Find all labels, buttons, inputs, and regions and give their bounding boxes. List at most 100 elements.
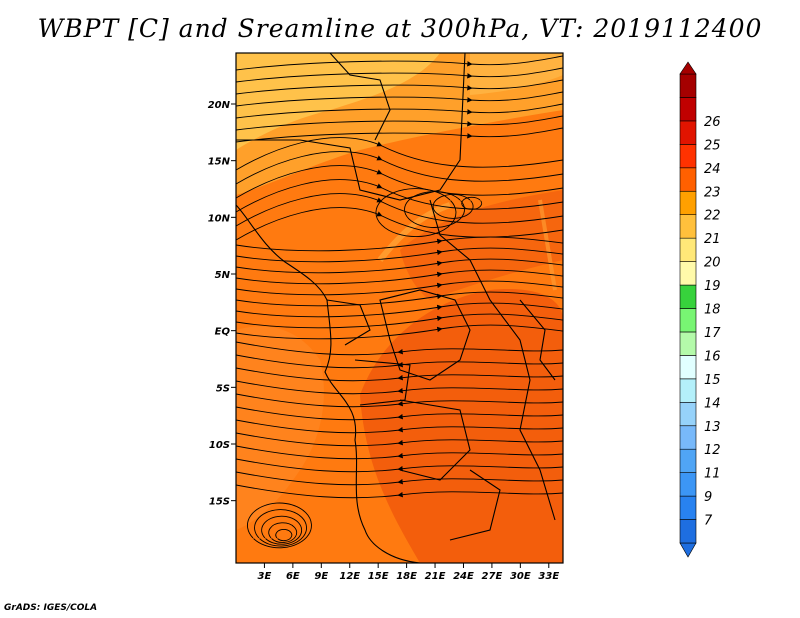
lat-tick-label: 15N <box>208 157 231 168</box>
colorbar-swatch <box>679 401 697 427</box>
streamline <box>236 393 563 408</box>
map-panel <box>236 53 563 563</box>
longitude-axis: 3E 6E 9E 12E 15E 18E 21E 24E 27E 30E 33E <box>258 563 559 582</box>
lat-tick-label: 10S <box>209 440 230 451</box>
coastlines-borders <box>236 53 556 563</box>
colorbar-swatch <box>679 214 697 239</box>
lon-tick-label: 33E <box>538 571 559 582</box>
lon-tick-label: 6E <box>286 571 300 582</box>
streamline <box>236 55 563 71</box>
colorbar-swatch <box>679 448 697 473</box>
colorbar: 7 9 11 12 13 14 15 16 17 18 19 20 21 22 23 24 25 26 <box>679 61 721 558</box>
streamline <box>236 445 563 460</box>
streamline <box>236 103 563 119</box>
colorbar-label: 19 <box>704 279 721 294</box>
colorbar-min-arrow <box>679 542 697 558</box>
streamline <box>236 165 563 199</box>
lat-tick-label: 5N <box>215 270 231 281</box>
streamline <box>275 529 293 542</box>
streamline <box>261 515 303 545</box>
streamline <box>375 188 457 238</box>
streamline <box>236 406 563 421</box>
streamline <box>236 432 563 447</box>
lat-tick-label: 5S <box>216 383 230 394</box>
streamline <box>236 367 563 382</box>
colorbar-swatch <box>679 237 697 262</box>
streamline <box>254 509 307 547</box>
streamline <box>236 115 563 131</box>
chart-title: WBPT [C] and Sreamline at 300hPa, VT: 20… <box>37 14 763 43</box>
streamline <box>236 280 563 296</box>
streamline <box>236 419 563 434</box>
colorbar-swatch <box>679 378 697 403</box>
streamline <box>461 196 483 210</box>
colorbar-label: 26 <box>704 115 721 130</box>
grads-credit: GrADS: IGES/COLA <box>4 603 98 613</box>
colorbar-swatch <box>679 144 697 169</box>
streamline <box>236 79 563 95</box>
colorbar-label: 12 <box>704 443 721 458</box>
lon-tick-label: 9E <box>314 571 328 582</box>
streamline <box>236 137 563 171</box>
lon-tick-label: 24E <box>453 571 474 582</box>
streamline <box>236 151 563 185</box>
colorbar-label: 16 <box>704 349 721 364</box>
lon-tick-label: 27E <box>482 571 503 582</box>
streamline <box>236 179 563 213</box>
streamline <box>236 247 563 263</box>
colorbar-label: 14 <box>704 396 721 411</box>
streamline <box>247 502 312 549</box>
colorbar-swatch <box>679 472 697 497</box>
streamline <box>268 522 298 543</box>
streamline <box>236 67 563 83</box>
colorbar-swatch <box>679 308 697 333</box>
streamline <box>236 380 563 395</box>
streamline <box>236 91 563 107</box>
streamline <box>236 302 563 318</box>
colorbar-label: 24 <box>704 162 721 177</box>
colorbar-swatch <box>679 331 697 356</box>
lon-tick-label: 15E <box>368 571 389 582</box>
colorbar-label: 22 <box>704 209 721 224</box>
streamline <box>236 291 563 307</box>
colorbar-swatch <box>679 261 697 286</box>
wbpt-light-streak <box>377 202 451 262</box>
colorbar-label: 20 <box>704 256 721 271</box>
colorbar-label: 9 <box>704 490 712 505</box>
lon-tick-label: 30E <box>510 571 531 582</box>
colorbar-swatch <box>679 284 697 309</box>
streamlines <box>236 55 563 549</box>
colorbar-label: 13 <box>704 420 721 435</box>
colorbar-swatch <box>679 495 697 520</box>
wbpt-southwest-area <box>236 326 324 530</box>
streamline <box>236 324 563 340</box>
lon-tick-label: 18E <box>396 571 417 582</box>
colorbar-swatch <box>679 519 697 544</box>
colorbar-swatch <box>679 97 697 122</box>
colorbar-label: 15 <box>704 373 721 388</box>
colorbar-label: 7 <box>704 514 713 529</box>
colorbar-swatch <box>679 355 697 380</box>
colorbar-swatch <box>679 73 697 98</box>
colorbar-label: 21 <box>704 232 721 247</box>
wbpt-light-streak-2 <box>538 199 557 291</box>
streamline <box>236 484 563 499</box>
streamline <box>236 458 563 473</box>
streamline <box>236 341 563 356</box>
lon-tick-label: 21E <box>425 571 446 582</box>
colorbar-label: 23 <box>704 185 721 200</box>
colorbar-swatch <box>679 190 697 216</box>
lat-tick-label: EQ <box>215 327 231 338</box>
streamline <box>236 354 563 369</box>
colorbar-swatch <box>679 425 697 450</box>
lon-tick-label: 12E <box>339 571 360 582</box>
wbpt-warm-core <box>360 289 563 563</box>
wbpt-cool-northeast <box>470 53 563 95</box>
lat-tick-label: 15S <box>209 497 230 508</box>
colorbar-max-arrow <box>679 61 697 75</box>
colorbar-label: 25 <box>704 138 721 153</box>
map-frame <box>235 52 564 564</box>
streamline <box>236 258 563 274</box>
colorbar-label: 11 <box>704 467 721 482</box>
